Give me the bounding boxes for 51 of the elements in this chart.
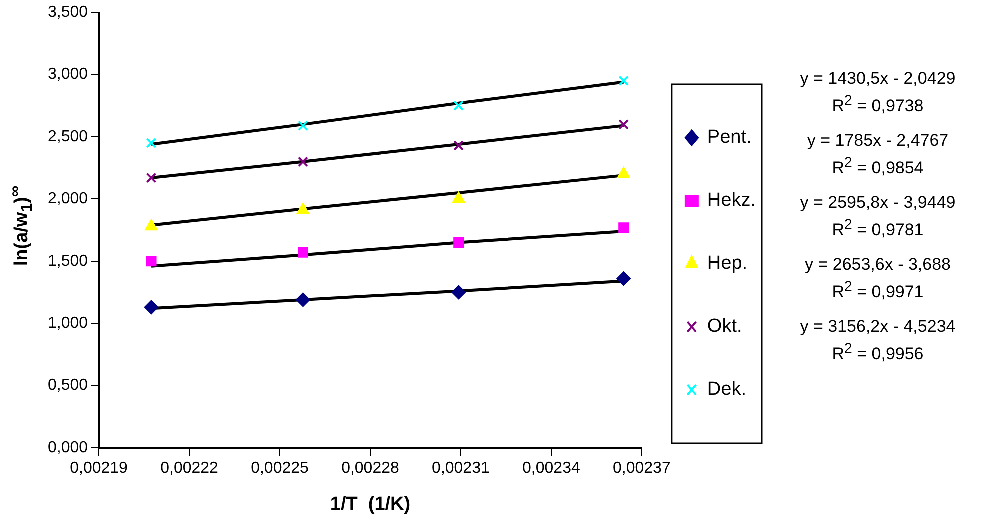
y-tick-label: 2,500: [48, 128, 88, 146]
point: [146, 172, 157, 184]
point: [618, 222, 630, 234]
text: y = 3156,2x - 4,5234: [799, 316, 957, 338]
point: [298, 120, 308, 132]
x-axis-title: 1/T (1/K): [330, 494, 411, 515]
x-tick-label: 0,00228: [342, 460, 400, 478]
text: R$^{2}$ = 0,9971: [831, 278, 925, 304]
point: [452, 192, 466, 204]
point: [145, 220, 158, 231]
text: R$^{2}$ = 0,9738: [831, 92, 925, 118]
y-tick-label: 3,500: [48, 4, 88, 22]
point: [452, 286, 466, 300]
legend-label: Okt.: [707, 316, 742, 338]
point: [296, 292, 310, 307]
point: [616, 272, 631, 286]
point: [454, 238, 464, 248]
point: [298, 156, 308, 168]
point: [298, 247, 308, 258]
point: [297, 203, 310, 214]
x-tick-label: 0,00231: [432, 460, 490, 478]
y-tick-label: 0,500: [48, 377, 88, 394]
x-tick-label: 0,00234: [522, 460, 580, 478]
y-tick-label: 1,500: [48, 252, 88, 270]
point: [618, 167, 630, 178]
point: [144, 300, 159, 314]
y-tick-label: 3,000: [48, 66, 88, 84]
text: y = 2595,8x - 3,9449: [799, 192, 957, 214]
point: [146, 138, 157, 148]
y-tick-label: 0,000: [48, 439, 88, 456]
x-tick-label: 0,00219: [70, 460, 128, 478]
x-tick-label: 0,00225: [251, 460, 310, 478]
legend-label: Pent.: [707, 127, 752, 148]
point: [618, 119, 630, 130]
legend-label: Hekz.: [707, 190, 756, 212]
text: R$^{2}$ = 0,9781: [831, 216, 925, 242]
point: [454, 140, 464, 151]
x-tick-label: 0,00237: [613, 460, 671, 478]
text: R$^{2}$ = 0,9956: [831, 340, 925, 366]
x-tick-label: 0,00222: [160, 460, 219, 478]
y-tick-label: 2,000: [48, 190, 88, 208]
text: R$^{2}$ = 0,9854: [831, 154, 925, 180]
text: y = 1430,5x - 2,0429: [799, 68, 957, 90]
point: [454, 100, 464, 112]
legend-label: Hep.: [707, 253, 748, 274]
text: y = 1785x - 2,4767: [806, 130, 950, 152]
text: y = 2653,6x - 3,688: [804, 254, 952, 276]
y-tick-label: 1,000: [48, 315, 88, 332]
legend-label: Dek.: [707, 379, 747, 400]
point: [146, 256, 157, 267]
point: [618, 76, 630, 86]
